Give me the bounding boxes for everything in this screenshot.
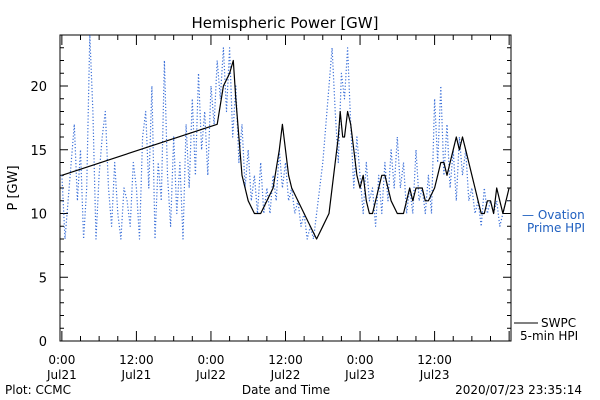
x-tick-label-time: 0:00 (48, 353, 75, 367)
x-tick-label-time: 0:00 (347, 353, 374, 367)
x-axis-label: Date and Time (242, 383, 330, 397)
legend-ovation-line1: — Ovation (522, 208, 585, 222)
x-tick-label-date: Jul23 (344, 368, 375, 382)
footer-timestamp: 2020/07/23 23:35:14 (455, 383, 582, 397)
x-tick-label-time: 12:00 (268, 353, 303, 367)
x-tick-label-date: Jul22 (195, 368, 226, 382)
y-axis-label: P [GW] (6, 165, 21, 210)
x-tick-label-date: Jul21 (46, 368, 77, 382)
swpc-series (61, 59, 510, 240)
legend-swpc-line1: SWPC (541, 316, 576, 330)
x-tick-label-date: Jul22 (270, 368, 301, 382)
legend-ovation-line2: Prime HPI (527, 221, 585, 235)
y-tick-label: 5 (39, 271, 47, 286)
series-layer (61, 34, 510, 240)
footer-credit: Plot: CCMC (5, 383, 71, 397)
ovation-prime-series (61, 34, 510, 240)
x-axis: 0:00Jul2112:00Jul210:00Jul2212:00Jul220:… (46, 35, 510, 382)
y-tick-label: 20 (30, 80, 47, 95)
legend-swpc-line2: 5-min HPI (520, 329, 578, 343)
x-tick-label-date: Jul23 (419, 368, 450, 382)
x-tick-label-date: Jul21 (121, 368, 152, 382)
y-tick-label: 15 (30, 144, 47, 159)
y-tick-label: 0 (39, 335, 47, 350)
x-tick-label-time: 0:00 (197, 353, 224, 367)
x-tick-label-time: 12:00 (119, 353, 154, 367)
y-axis: 0 5 10 15 20 (30, 34, 511, 350)
plot-frame (59, 34, 512, 342)
chart-title: Hemispheric Power [GW] (192, 14, 379, 32)
x-tick-label-time: 12:00 (417, 353, 452, 367)
y-tick-label: 10 (30, 208, 47, 223)
legend: — Ovation Prime HPI SWPC 5-min HPI (514, 208, 585, 343)
